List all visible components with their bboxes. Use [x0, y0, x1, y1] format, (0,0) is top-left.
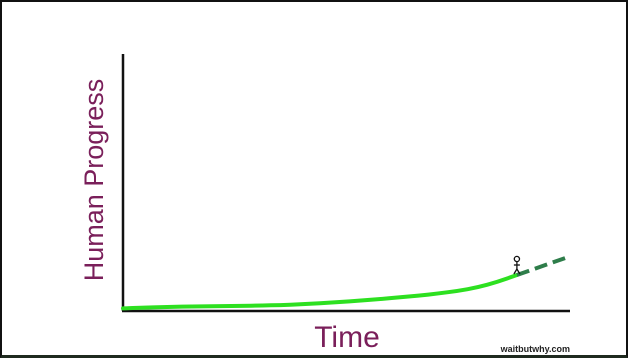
stick-figure-head	[513, 255, 521, 263]
stick-figure-leg-left	[513, 268, 518, 275]
stick-figure-icon	[513, 255, 521, 275]
y-axis-label: Human Progress	[79, 79, 109, 282]
x-axis-label: Time	[314, 321, 380, 354]
credit-text: waitbutwhy.com	[500, 344, 570, 354]
progress-line	[121, 273, 519, 311]
stick-figure-leg-right	[516, 268, 521, 275]
projection-line	[516, 255, 569, 277]
